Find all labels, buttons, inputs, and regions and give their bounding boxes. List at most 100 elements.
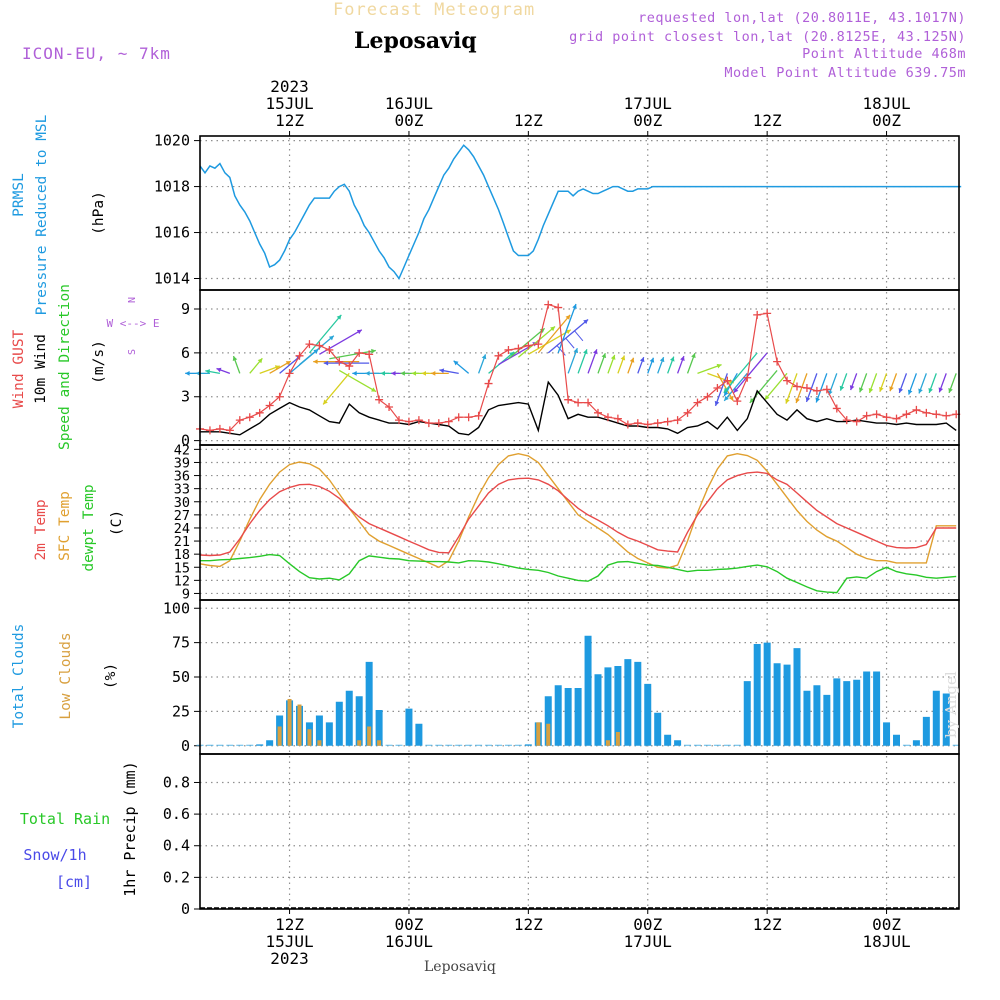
bottom-time-label: 00Z: [633, 915, 662, 934]
wind-barb: [785, 373, 798, 404]
pressure-tick-label: 1018: [154, 178, 190, 196]
gust-marker: [255, 408, 264, 417]
total-cloud-bar: [893, 734, 900, 746]
wind-barb-head: [849, 385, 855, 391]
wind-tick-label: 9: [181, 300, 190, 318]
total-cloud-bar: [435, 744, 443, 746]
total-cloud-bar: [544, 696, 552, 746]
total-cloud-bar: [773, 663, 781, 746]
total-cloud-bar: [654, 712, 662, 746]
bottom-time-label: 2023: [270, 949, 309, 968]
wind-barb-head: [371, 348, 376, 354]
gust-marker: [215, 424, 224, 433]
wind-barb-head: [724, 395, 729, 401]
cloud-ylabel-low: Low Clouds: [58, 632, 74, 719]
pressure-ylabel-msl: Pressure Reduced to MSL: [34, 114, 50, 315]
gust-marker: [723, 376, 732, 385]
wind-barb-head: [839, 385, 845, 391]
wind-barb-head: [868, 387, 874, 393]
gust-marker: [902, 410, 911, 419]
wind-barb-head: [724, 391, 729, 397]
temperature-tick-label: 42: [174, 442, 190, 458]
wind-barb: [322, 372, 350, 405]
gust-marker: [594, 408, 602, 417]
wind-barb: [537, 314, 571, 354]
gust-marker: [305, 340, 314, 349]
gust-marker: [683, 408, 692, 417]
total-cloud-bar: [713, 744, 721, 746]
gust-marker: [454, 413, 463, 422]
wind-barb-head: [805, 396, 811, 402]
total-cloud-bar: [753, 644, 761, 746]
precip-tick-label: 0.8: [163, 773, 190, 791]
total-cloud-bar: [365, 661, 373, 746]
total-cloud-bar: [833, 678, 841, 746]
wind-barb-head: [365, 370, 370, 376]
total-cloud-bar: [226, 744, 234, 746]
wind-ylabel-gust: Wind GUST: [11, 329, 27, 408]
gust-marker: [345, 362, 354, 371]
low-cloud-bar: [307, 729, 312, 746]
wind-barb-head: [453, 360, 459, 366]
wind-barb-head: [328, 335, 334, 341]
wind-barb: [528, 329, 572, 355]
bottom-time-label: 15JUL: [265, 932, 313, 951]
wind-ylabel-10m: 10m Wind: [33, 334, 49, 404]
wind-barb-head: [907, 389, 913, 395]
gust-marker: [534, 340, 543, 349]
gust-marker: [842, 416, 851, 425]
gust-marker: [793, 382, 801, 391]
gust-marker: [643, 420, 652, 429]
gust-marker: [424, 419, 433, 428]
gust-marker: [703, 392, 712, 401]
total-cloud-bar: [485, 744, 493, 746]
wind-barb-head: [629, 357, 635, 363]
wind-barb: [299, 335, 335, 366]
gust-marker: [355, 348, 364, 357]
wind-barb-head: [898, 387, 904, 393]
gust-marker: [235, 416, 244, 425]
wind-barb-head: [371, 387, 377, 392]
wind-barb-head: [610, 354, 616, 360]
wind-barb: [308, 314, 342, 354]
total-cloud-bar: [345, 690, 353, 746]
temp-2m-line: [199, 471, 957, 557]
precip-label-cm: [cm]: [56, 873, 92, 891]
wind-barb-head: [620, 355, 626, 361]
total-cloud-bar: [942, 693, 950, 746]
pressure-panel-frame: [199, 135, 960, 291]
top-time-label: 00Z: [633, 111, 662, 130]
total-cloud-bar: [863, 671, 871, 746]
wind-barb: [557, 303, 577, 354]
sfc-temp-line: [199, 452, 957, 569]
wind-barb: [714, 373, 728, 407]
total-cloud-bar: [266, 740, 274, 746]
total-cloud-bar: [664, 734, 672, 746]
total-cloud-bar: [793, 648, 801, 746]
total-cloud-bar: [634, 661, 642, 746]
bottom-time-label: 00Z: [872, 915, 901, 934]
pressure-tick-label: 1016: [154, 224, 190, 242]
low-cloud-bar: [287, 699, 292, 746]
gust-marker: [325, 345, 334, 354]
gust-marker: [673, 416, 682, 425]
total-cloud-bar: [256, 744, 264, 746]
wind-barb-head: [795, 398, 800, 404]
wind-barb: [733, 352, 768, 394]
total-cloud-bar: [843, 681, 851, 746]
total-cloud-bar: [564, 688, 572, 746]
total-cloud-bar: [524, 744, 532, 746]
wind-barb-head: [565, 314, 571, 320]
wind-barb-head: [879, 386, 884, 392]
clouds-tick-label: 50: [172, 668, 190, 686]
total-cloud-bar: [743, 681, 751, 746]
wind-dir-n: N: [127, 297, 138, 303]
gust-marker: [623, 420, 632, 429]
temperature-tick-label: 15: [174, 560, 190, 576]
wind-barb-head: [583, 349, 588, 355]
temperature-tick-label: 36: [174, 469, 190, 485]
total-cloud-bar: [495, 744, 502, 746]
total-cloud-bar: [883, 722, 891, 746]
bottom-time-label: 18JUL: [862, 932, 910, 951]
